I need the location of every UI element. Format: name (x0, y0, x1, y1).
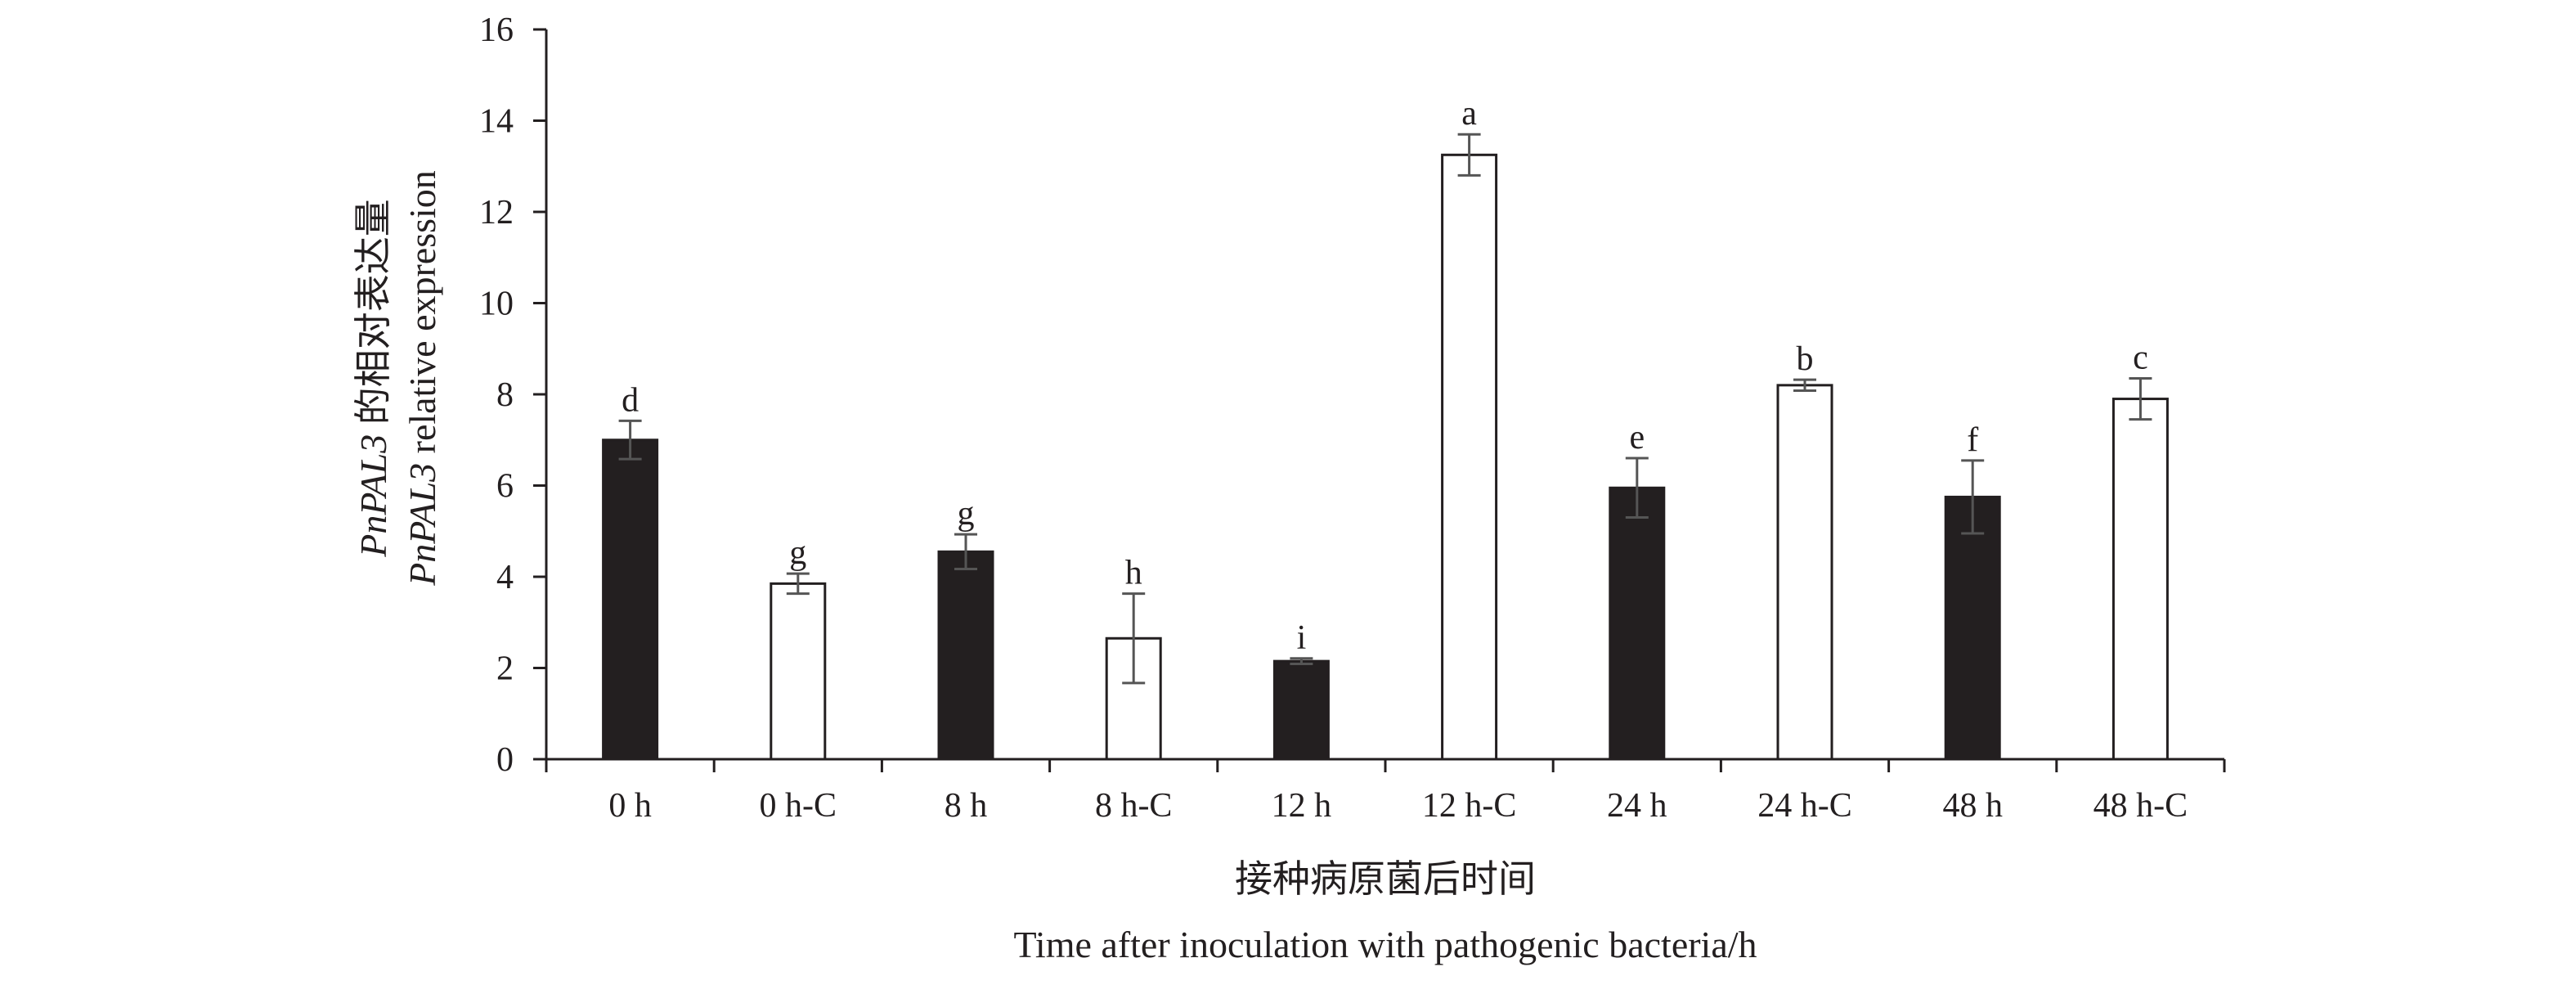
y-tick-label: 12 (479, 194, 514, 232)
x-tick-label: 0 h-C (760, 787, 837, 825)
x-tick-label: 12 h (1272, 787, 1332, 825)
significance-letter: b (1797, 340, 1814, 378)
significance-letter: a (1461, 95, 1477, 133)
significance-letter: h (1125, 555, 1142, 592)
bar-24h (1609, 486, 1666, 761)
bar-48h (1944, 495, 2001, 761)
tick-labels: 0 2 4 6 8 10 12 14 16 0 h 0 h-C 8 h 8 h-C 12 h 12 h-C 2… (479, 11, 2188, 825)
y-tick-label: 4 (496, 559, 514, 596)
y-axis-title-en-text: relative expression (402, 170, 443, 463)
bar-24h-c (1776, 384, 1833, 761)
x-tick-label: 48 h (1942, 787, 2003, 825)
x-axis-title: 接种病原菌后时间 (1235, 858, 1536, 900)
y-axis-title-en: PnPAL3 relative expression (402, 170, 443, 587)
x-tick-label: 0 h (608, 787, 652, 825)
y-tick-label: 0 (496, 741, 514, 779)
bar-48h-c (2112, 398, 2169, 761)
significance-letter: c (2133, 339, 2148, 376)
x-axis-title-en: Time after inoculation with pathogenic b… (1013, 924, 1757, 965)
y-tick-label: 14 (479, 103, 514, 141)
x-tick-label: 48 h-C (2094, 787, 2188, 825)
x-tick-label: 24 h-C (1757, 787, 1852, 825)
y-axis-title-text: 的相对表达量 (352, 199, 394, 434)
y-tick-label: 10 (479, 286, 514, 323)
bar-0h (602, 439, 659, 761)
y-tick-label: 6 (496, 468, 514, 506)
significance-letter: g (789, 534, 806, 572)
y-axis-title-gene: PnPAL3 (352, 434, 394, 558)
y-tick-label: 16 (479, 11, 514, 49)
y-tick-label: 2 (496, 650, 514, 688)
significance-letter: d (622, 381, 639, 419)
significance-letter: f (1967, 421, 1978, 459)
bar-8h (937, 550, 994, 761)
significance-letter: i (1297, 619, 1307, 657)
significance-letter: g (958, 495, 975, 533)
y-axis-title: PnPAL3 的相对表达量 (352, 199, 394, 557)
bars (602, 153, 2169, 761)
x-tick-label: 8 h-C (1095, 787, 1173, 825)
y-tick-label: 8 (496, 376, 514, 414)
x-tick-label: 8 h (945, 787, 988, 825)
bar-12h (1272, 659, 1330, 761)
bar-0h-c (770, 582, 827, 761)
x-tick-label: 24 h (1607, 787, 1667, 825)
significance-letters: d g g h i a e b f c (622, 95, 2148, 657)
bar-12h-c (1441, 153, 1498, 761)
significance-letter: e (1629, 419, 1645, 457)
x-tick-label: 12 h-C (1422, 787, 1517, 825)
error-bars (618, 133, 2152, 685)
y-axis-title-en-gene: PnPAL3 (402, 463, 443, 587)
